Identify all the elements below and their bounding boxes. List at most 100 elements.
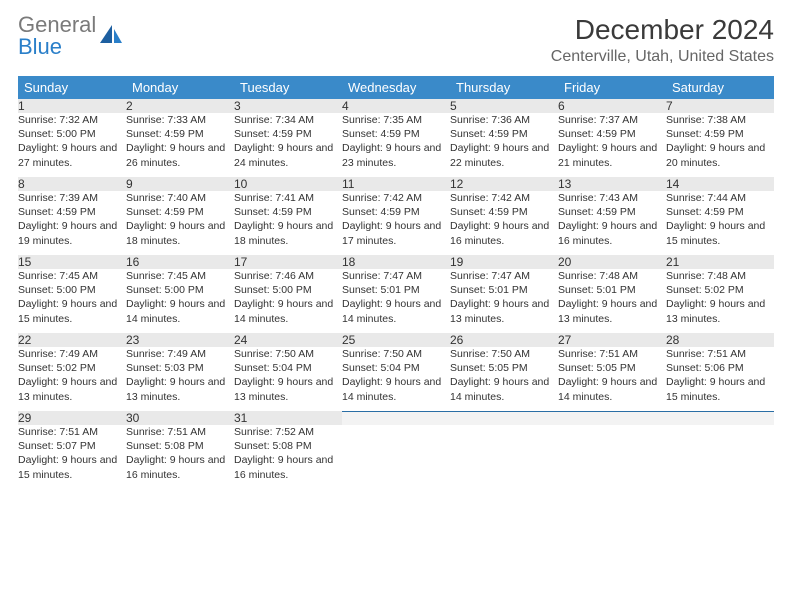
day-header: Tuesday xyxy=(234,76,342,99)
daylight-line: Daylight: 9 hours and 14 minutes. xyxy=(234,297,342,325)
sunrise-line: Sunrise: 7:36 AM xyxy=(450,113,558,127)
daylight-line: Daylight: 9 hours and 13 minutes. xyxy=(558,297,666,325)
day-number: 18 xyxy=(342,255,450,269)
day-cell: Sunrise: 7:42 AMSunset: 4:59 PMDaylight:… xyxy=(450,191,558,255)
day-number: 27 xyxy=(558,333,666,347)
day-number: 21 xyxy=(666,255,774,269)
day-cell: Sunrise: 7:32 AMSunset: 5:00 PMDaylight:… xyxy=(18,113,126,177)
daylight-line: Daylight: 9 hours and 14 minutes. xyxy=(342,375,450,403)
daylight-line: Daylight: 9 hours and 14 minutes. xyxy=(126,297,234,325)
day-cell: Sunrise: 7:47 AMSunset: 5:01 PMDaylight:… xyxy=(342,269,450,333)
day-number: 15 xyxy=(18,255,126,269)
sunrise-line: Sunrise: 7:40 AM xyxy=(126,191,234,205)
empty-cell xyxy=(666,411,774,425)
day-cell: Sunrise: 7:42 AMSunset: 4:59 PMDaylight:… xyxy=(342,191,450,255)
day-number-row: 22232425262728 xyxy=(18,333,774,347)
day-number: 30 xyxy=(126,411,234,425)
sunrise-line: Sunrise: 7:48 AM xyxy=(666,269,774,283)
day-header-row: SundayMondayTuesdayWednesdayThursdayFrid… xyxy=(18,76,774,99)
sunrise-line: Sunrise: 7:47 AM xyxy=(342,269,450,283)
day-header: Sunday xyxy=(18,76,126,99)
sunset-line: Sunset: 4:59 PM xyxy=(558,205,666,219)
day-number: 3 xyxy=(234,99,342,113)
day-header: Wednesday xyxy=(342,76,450,99)
sunset-line: Sunset: 4:59 PM xyxy=(450,127,558,141)
sunrise-line: Sunrise: 7:48 AM xyxy=(558,269,666,283)
day-data-row: Sunrise: 7:51 AMSunset: 5:07 PMDaylight:… xyxy=(18,425,774,489)
daylight-line: Daylight: 9 hours and 17 minutes. xyxy=(342,219,450,247)
day-number: 4 xyxy=(342,99,450,113)
sunrise-line: Sunrise: 7:52 AM xyxy=(234,425,342,439)
sunset-line: Sunset: 5:00 PM xyxy=(18,283,126,297)
day-cell: Sunrise: 7:52 AMSunset: 5:08 PMDaylight:… xyxy=(234,425,342,489)
sunrise-line: Sunrise: 7:49 AM xyxy=(18,347,126,361)
day-cell: Sunrise: 7:45 AMSunset: 5:00 PMDaylight:… xyxy=(18,269,126,333)
day-number: 11 xyxy=(342,177,450,191)
sunset-line: Sunset: 5:01 PM xyxy=(450,283,558,297)
day-cell: Sunrise: 7:47 AMSunset: 5:01 PMDaylight:… xyxy=(450,269,558,333)
day-cell: Sunrise: 7:35 AMSunset: 4:59 PMDaylight:… xyxy=(342,113,450,177)
sunset-line: Sunset: 5:04 PM xyxy=(342,361,450,375)
day-number: 19 xyxy=(450,255,558,269)
sunset-line: Sunset: 5:03 PM xyxy=(126,361,234,375)
day-number: 10 xyxy=(234,177,342,191)
daylight-line: Daylight: 9 hours and 15 minutes. xyxy=(18,453,126,481)
daylight-line: Daylight: 9 hours and 13 minutes. xyxy=(234,375,342,403)
sunrise-line: Sunrise: 7:39 AM xyxy=(18,191,126,205)
day-number: 22 xyxy=(18,333,126,347)
daylight-line: Daylight: 9 hours and 13 minutes. xyxy=(450,297,558,325)
empty-cell xyxy=(342,411,450,425)
day-number: 2 xyxy=(126,99,234,113)
sunrise-line: Sunrise: 7:50 AM xyxy=(342,347,450,361)
day-data-row: Sunrise: 7:32 AMSunset: 5:00 PMDaylight:… xyxy=(18,113,774,177)
month-title: December 2024 xyxy=(551,14,774,46)
daylight-line: Daylight: 9 hours and 13 minutes. xyxy=(666,297,774,325)
sunset-line: Sunset: 4:59 PM xyxy=(18,205,126,219)
daylight-line: Daylight: 9 hours and 16 minutes. xyxy=(126,453,234,481)
sunset-line: Sunset: 5:00 PM xyxy=(18,127,126,141)
day-cell: Sunrise: 7:48 AMSunset: 5:02 PMDaylight:… xyxy=(666,269,774,333)
day-number: 28 xyxy=(666,333,774,347)
daylight-line: Daylight: 9 hours and 18 minutes. xyxy=(126,219,234,247)
sunset-line: Sunset: 4:59 PM xyxy=(666,127,774,141)
day-cell: Sunrise: 7:49 AMSunset: 5:02 PMDaylight:… xyxy=(18,347,126,411)
sunrise-line: Sunrise: 7:41 AM xyxy=(234,191,342,205)
sunrise-line: Sunrise: 7:50 AM xyxy=(450,347,558,361)
sunset-line: Sunset: 5:00 PM xyxy=(126,283,234,297)
empty-cell xyxy=(342,425,450,489)
day-number-row: 293031 xyxy=(18,411,774,425)
sunset-line: Sunset: 5:05 PM xyxy=(558,361,666,375)
sunset-line: Sunset: 5:01 PM xyxy=(558,283,666,297)
day-header: Friday xyxy=(558,76,666,99)
day-cell: Sunrise: 7:37 AMSunset: 4:59 PMDaylight:… xyxy=(558,113,666,177)
day-data-row: Sunrise: 7:39 AMSunset: 4:59 PMDaylight:… xyxy=(18,191,774,255)
day-number: 17 xyxy=(234,255,342,269)
empty-cell xyxy=(558,425,666,489)
sunset-line: Sunset: 4:59 PM xyxy=(450,205,558,219)
day-cell: Sunrise: 7:38 AMSunset: 4:59 PMDaylight:… xyxy=(666,113,774,177)
sunset-line: Sunset: 4:59 PM xyxy=(126,127,234,141)
day-cell: Sunrise: 7:44 AMSunset: 4:59 PMDaylight:… xyxy=(666,191,774,255)
day-number: 20 xyxy=(558,255,666,269)
day-number-row: 891011121314 xyxy=(18,177,774,191)
sunrise-line: Sunrise: 7:49 AM xyxy=(126,347,234,361)
day-cell: Sunrise: 7:39 AMSunset: 4:59 PMDaylight:… xyxy=(18,191,126,255)
day-number: 5 xyxy=(450,99,558,113)
sunrise-line: Sunrise: 7:42 AM xyxy=(450,191,558,205)
sail-icon xyxy=(98,23,124,49)
daylight-line: Daylight: 9 hours and 16 minutes. xyxy=(558,219,666,247)
sunrise-line: Sunrise: 7:43 AM xyxy=(558,191,666,205)
sunrise-line: Sunrise: 7:38 AM xyxy=(666,113,774,127)
sunrise-line: Sunrise: 7:50 AM xyxy=(234,347,342,361)
daylight-line: Daylight: 9 hours and 16 minutes. xyxy=(234,453,342,481)
daylight-line: Daylight: 9 hours and 24 minutes. xyxy=(234,141,342,169)
day-cell: Sunrise: 7:48 AMSunset: 5:01 PMDaylight:… xyxy=(558,269,666,333)
daylight-line: Daylight: 9 hours and 16 minutes. xyxy=(450,219,558,247)
sunset-line: Sunset: 4:59 PM xyxy=(342,205,450,219)
daylight-line: Daylight: 9 hours and 27 minutes. xyxy=(18,141,126,169)
daylight-line: Daylight: 9 hours and 26 minutes. xyxy=(126,141,234,169)
title-block: December 2024 Centerville, Utah, United … xyxy=(551,14,774,66)
location: Centerville, Utah, United States xyxy=(551,48,774,66)
day-number: 6 xyxy=(558,99,666,113)
sunset-line: Sunset: 4:59 PM xyxy=(666,205,774,219)
